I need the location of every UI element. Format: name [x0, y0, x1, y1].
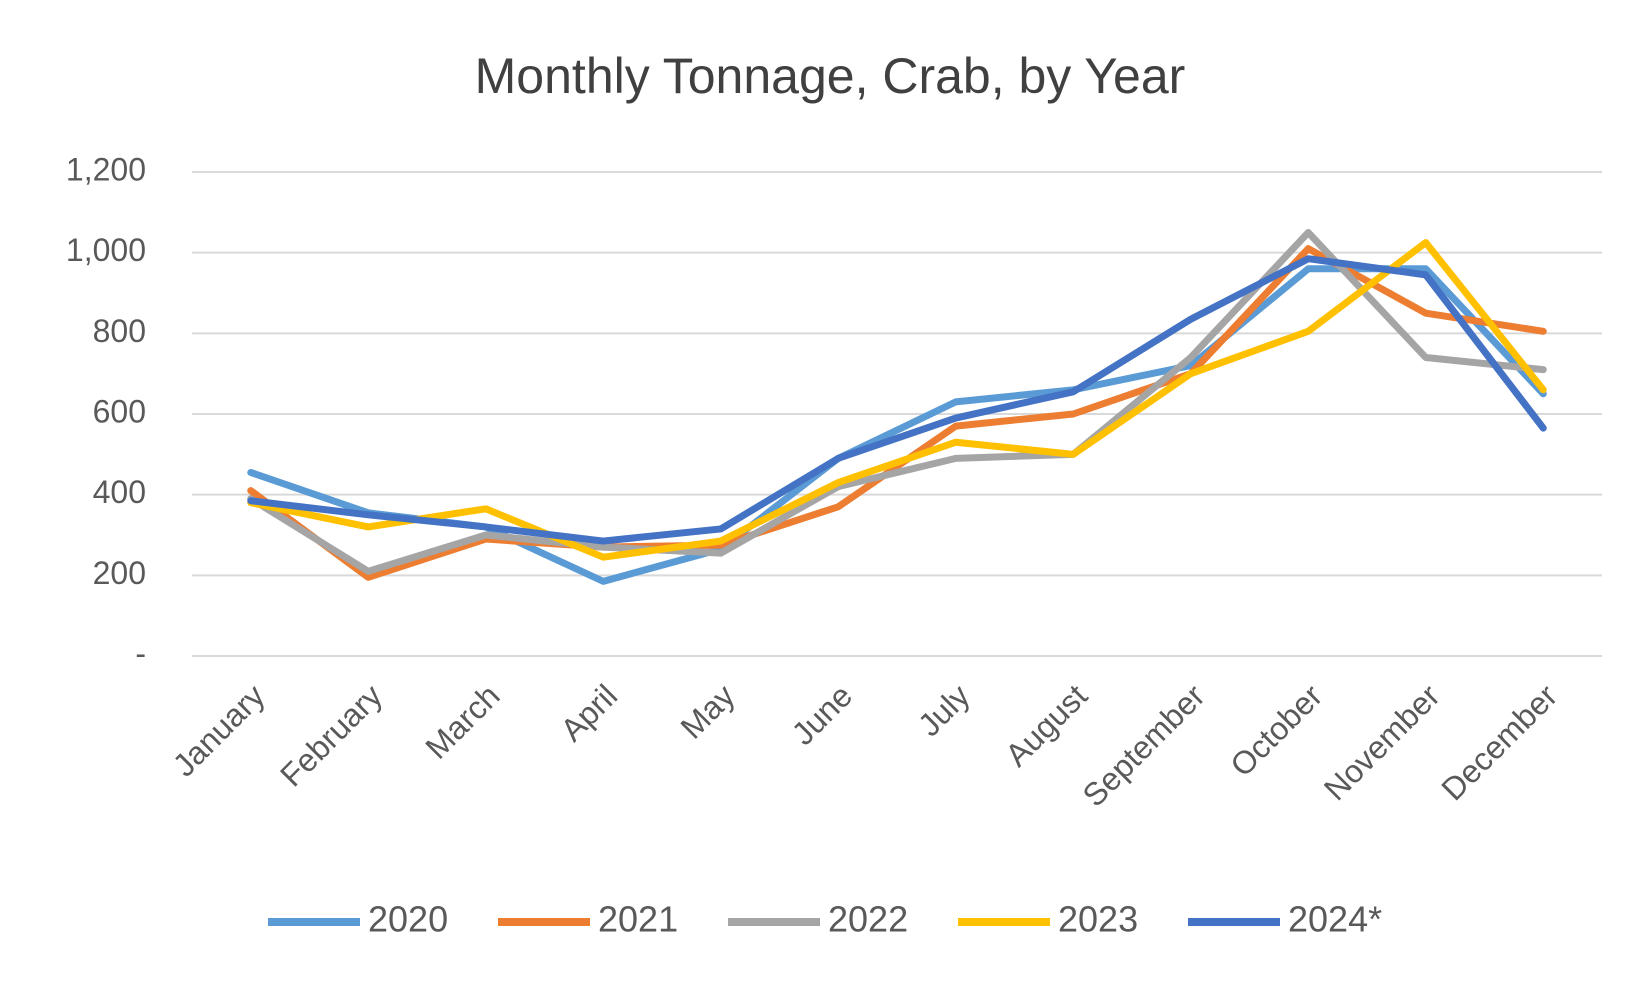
series-line — [247, 229, 1547, 575]
y-tick-label: 600 — [93, 393, 146, 429]
legend-label: 2021 — [598, 899, 678, 940]
series-line — [247, 255, 1547, 545]
legend-label: 2024* — [1288, 899, 1382, 940]
legend-label: 2023 — [1058, 899, 1138, 940]
chart-title: Monthly Tonnage, Crab, by Year — [475, 48, 1186, 104]
y-tick-label: 400 — [93, 474, 146, 510]
y-tick-label: 200 — [93, 555, 146, 591]
y-tick-label: 800 — [93, 313, 146, 349]
legend-label: 2022 — [828, 899, 908, 940]
series-line — [247, 239, 1547, 561]
y-tick-label: 1,200 — [66, 151, 146, 187]
legend-label: 2020 — [368, 899, 448, 940]
y-tick-label: - — [135, 635, 146, 671]
y-tick-label: 1,000 — [66, 232, 146, 268]
